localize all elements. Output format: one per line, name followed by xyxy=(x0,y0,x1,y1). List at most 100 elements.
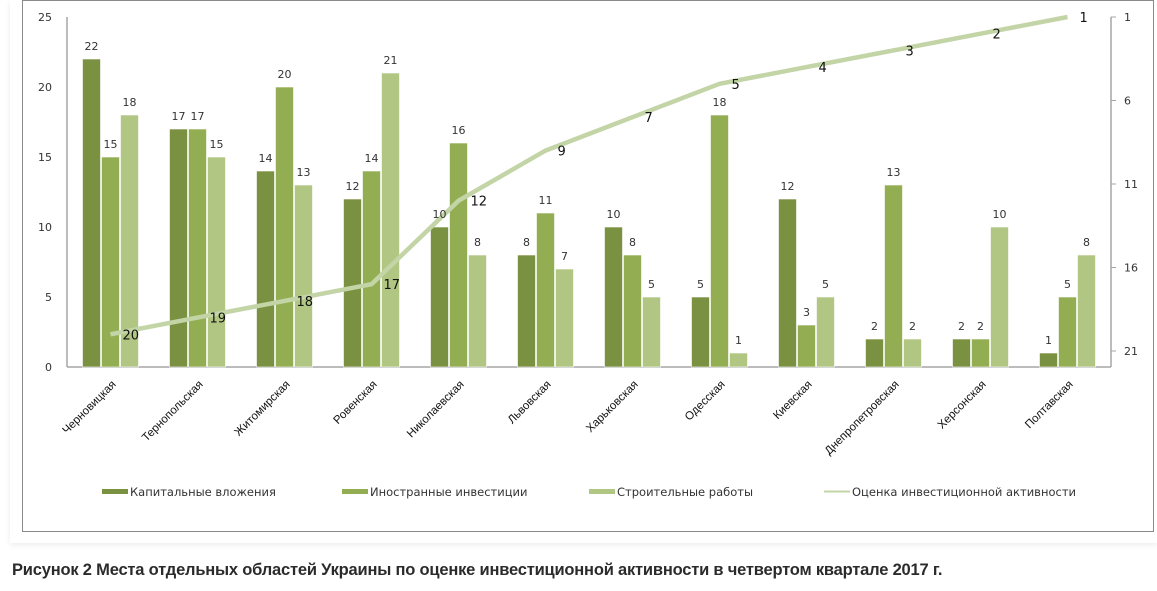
legend-label: Иностранные инвестиции xyxy=(370,485,528,499)
category-label: Житомирская xyxy=(233,379,293,439)
bar-capital xyxy=(691,296,710,368)
bar-value-label: 1 xyxy=(735,334,742,347)
bar-foreign xyxy=(275,86,294,368)
rank-value-label: 7 xyxy=(645,111,653,126)
bar-value-label: 8 xyxy=(523,236,530,249)
right-tick-label: 6 xyxy=(1124,95,1131,108)
rank-value-label: 19 xyxy=(210,312,227,327)
rank-value-label: 9 xyxy=(558,145,566,160)
bar-capital xyxy=(82,58,101,368)
legend: Капитальные вложения Иностранные инвестиц… xyxy=(102,485,1076,499)
bar-value-label: 11 xyxy=(539,194,553,207)
bar-construction xyxy=(642,296,661,368)
rank-value-label: 20 xyxy=(123,328,140,343)
right-tick-label: 16 xyxy=(1124,262,1138,275)
bar-value-label: 15 xyxy=(104,138,118,151)
bar-capital xyxy=(1039,352,1058,368)
category-labels: Черновицкая Тернопольская Житомирская Ровен… xyxy=(60,379,1075,458)
bar-construction xyxy=(1077,254,1096,368)
rank-value-label: 18 xyxy=(297,295,314,310)
bar-foreign xyxy=(188,128,207,368)
bar-value-label: 10 xyxy=(607,208,621,221)
bars xyxy=(82,58,1096,368)
rank-line xyxy=(110,14,1068,337)
bar-value-label: 10 xyxy=(433,208,447,221)
bar-foreign xyxy=(971,338,990,368)
legend-label: Капитальные вложения xyxy=(130,485,276,499)
bar-value-label: 18 xyxy=(713,96,727,109)
left-tick-label: 5 xyxy=(45,291,52,304)
bar-capital xyxy=(430,226,449,368)
category-label: Тернопольская xyxy=(140,379,206,445)
bar-construction xyxy=(381,72,400,368)
category-label: Одесская xyxy=(683,379,728,424)
bar-value-label: 8 xyxy=(629,236,636,249)
left-tick-label: 20 xyxy=(38,81,52,94)
legend-label: Оценка инвестиционной активности xyxy=(852,485,1076,499)
bar-value-label: 21 xyxy=(384,54,398,67)
bar-value-label: 20 xyxy=(278,68,292,81)
bar-foreign xyxy=(101,156,120,368)
left-tick-label: 10 xyxy=(38,221,52,234)
chart-frame xyxy=(22,0,1154,532)
right-tick-label: 11 xyxy=(1124,178,1138,191)
bar-value-label: 10 xyxy=(993,208,1007,221)
bar-value-label: 5 xyxy=(1064,278,1071,291)
category-label: Днепропетровская xyxy=(823,379,902,458)
legend-label: Строительные работы xyxy=(617,485,753,499)
bar-construction xyxy=(903,338,922,368)
bar-value-label: 5 xyxy=(697,278,704,291)
bar-capital xyxy=(343,198,362,368)
bar-construction xyxy=(207,156,226,368)
category-label: Киевская xyxy=(771,379,814,422)
bar-capital xyxy=(952,338,971,368)
bar-value-label: 17 xyxy=(191,110,205,123)
bar-value-label: 2 xyxy=(909,320,916,333)
category-label: Херсонская xyxy=(936,379,989,432)
bar-capital xyxy=(865,338,884,368)
figure-caption: Рисунок 2 Места отдельных областей Украи… xyxy=(12,561,943,579)
bar-construction xyxy=(729,352,748,368)
right-tick-label: 1 xyxy=(1124,11,1131,24)
bar-construction xyxy=(468,254,487,368)
bar-foreign xyxy=(884,184,903,368)
bar-capital xyxy=(256,170,275,368)
rank-value-label: 2 xyxy=(993,28,1001,43)
bar-construction xyxy=(990,226,1009,368)
bar-value-label: 2 xyxy=(958,320,965,333)
rank-value-label: 3 xyxy=(906,44,914,59)
rank-value-label: 4 xyxy=(819,61,827,76)
bar-foreign xyxy=(1058,296,1077,368)
bar-capital xyxy=(169,128,188,368)
rank-value-label: 17 xyxy=(384,278,401,293)
category-label: Черновицкая xyxy=(60,379,118,437)
bar-value-label: 16 xyxy=(452,124,466,137)
category-label: Ровенская xyxy=(332,379,380,427)
bar-value-label: 12 xyxy=(781,180,795,193)
bar-value-label: 5 xyxy=(648,278,655,291)
bar-value-label: 14 xyxy=(259,152,273,165)
category-label: Полтавская xyxy=(1023,379,1076,432)
rank-line-path xyxy=(110,14,1068,337)
category-label: Харьковская xyxy=(584,379,640,435)
rank-value-label: 12 xyxy=(471,195,488,210)
bar-foreign xyxy=(362,170,381,368)
bar-value-label: 2 xyxy=(977,320,984,333)
bar-construction xyxy=(120,114,139,368)
bar-value-label: 8 xyxy=(474,236,481,249)
rank-value-label: 5 xyxy=(732,78,740,93)
right-tick-label: 21 xyxy=(1124,345,1138,358)
left-tick-label: 15 xyxy=(38,151,52,164)
bar-foreign xyxy=(623,254,642,368)
legend-swatch xyxy=(589,489,615,494)
bar-value-label: 18 xyxy=(123,96,137,109)
bar-value-label: 13 xyxy=(297,166,311,179)
bar-value-label: 14 xyxy=(365,152,379,165)
bar-foreign xyxy=(710,114,729,368)
bar-capital xyxy=(517,254,536,368)
left-tick-label: 0 xyxy=(45,361,52,374)
bar-foreign xyxy=(536,212,555,368)
bar-value-label: 17 xyxy=(172,110,186,123)
